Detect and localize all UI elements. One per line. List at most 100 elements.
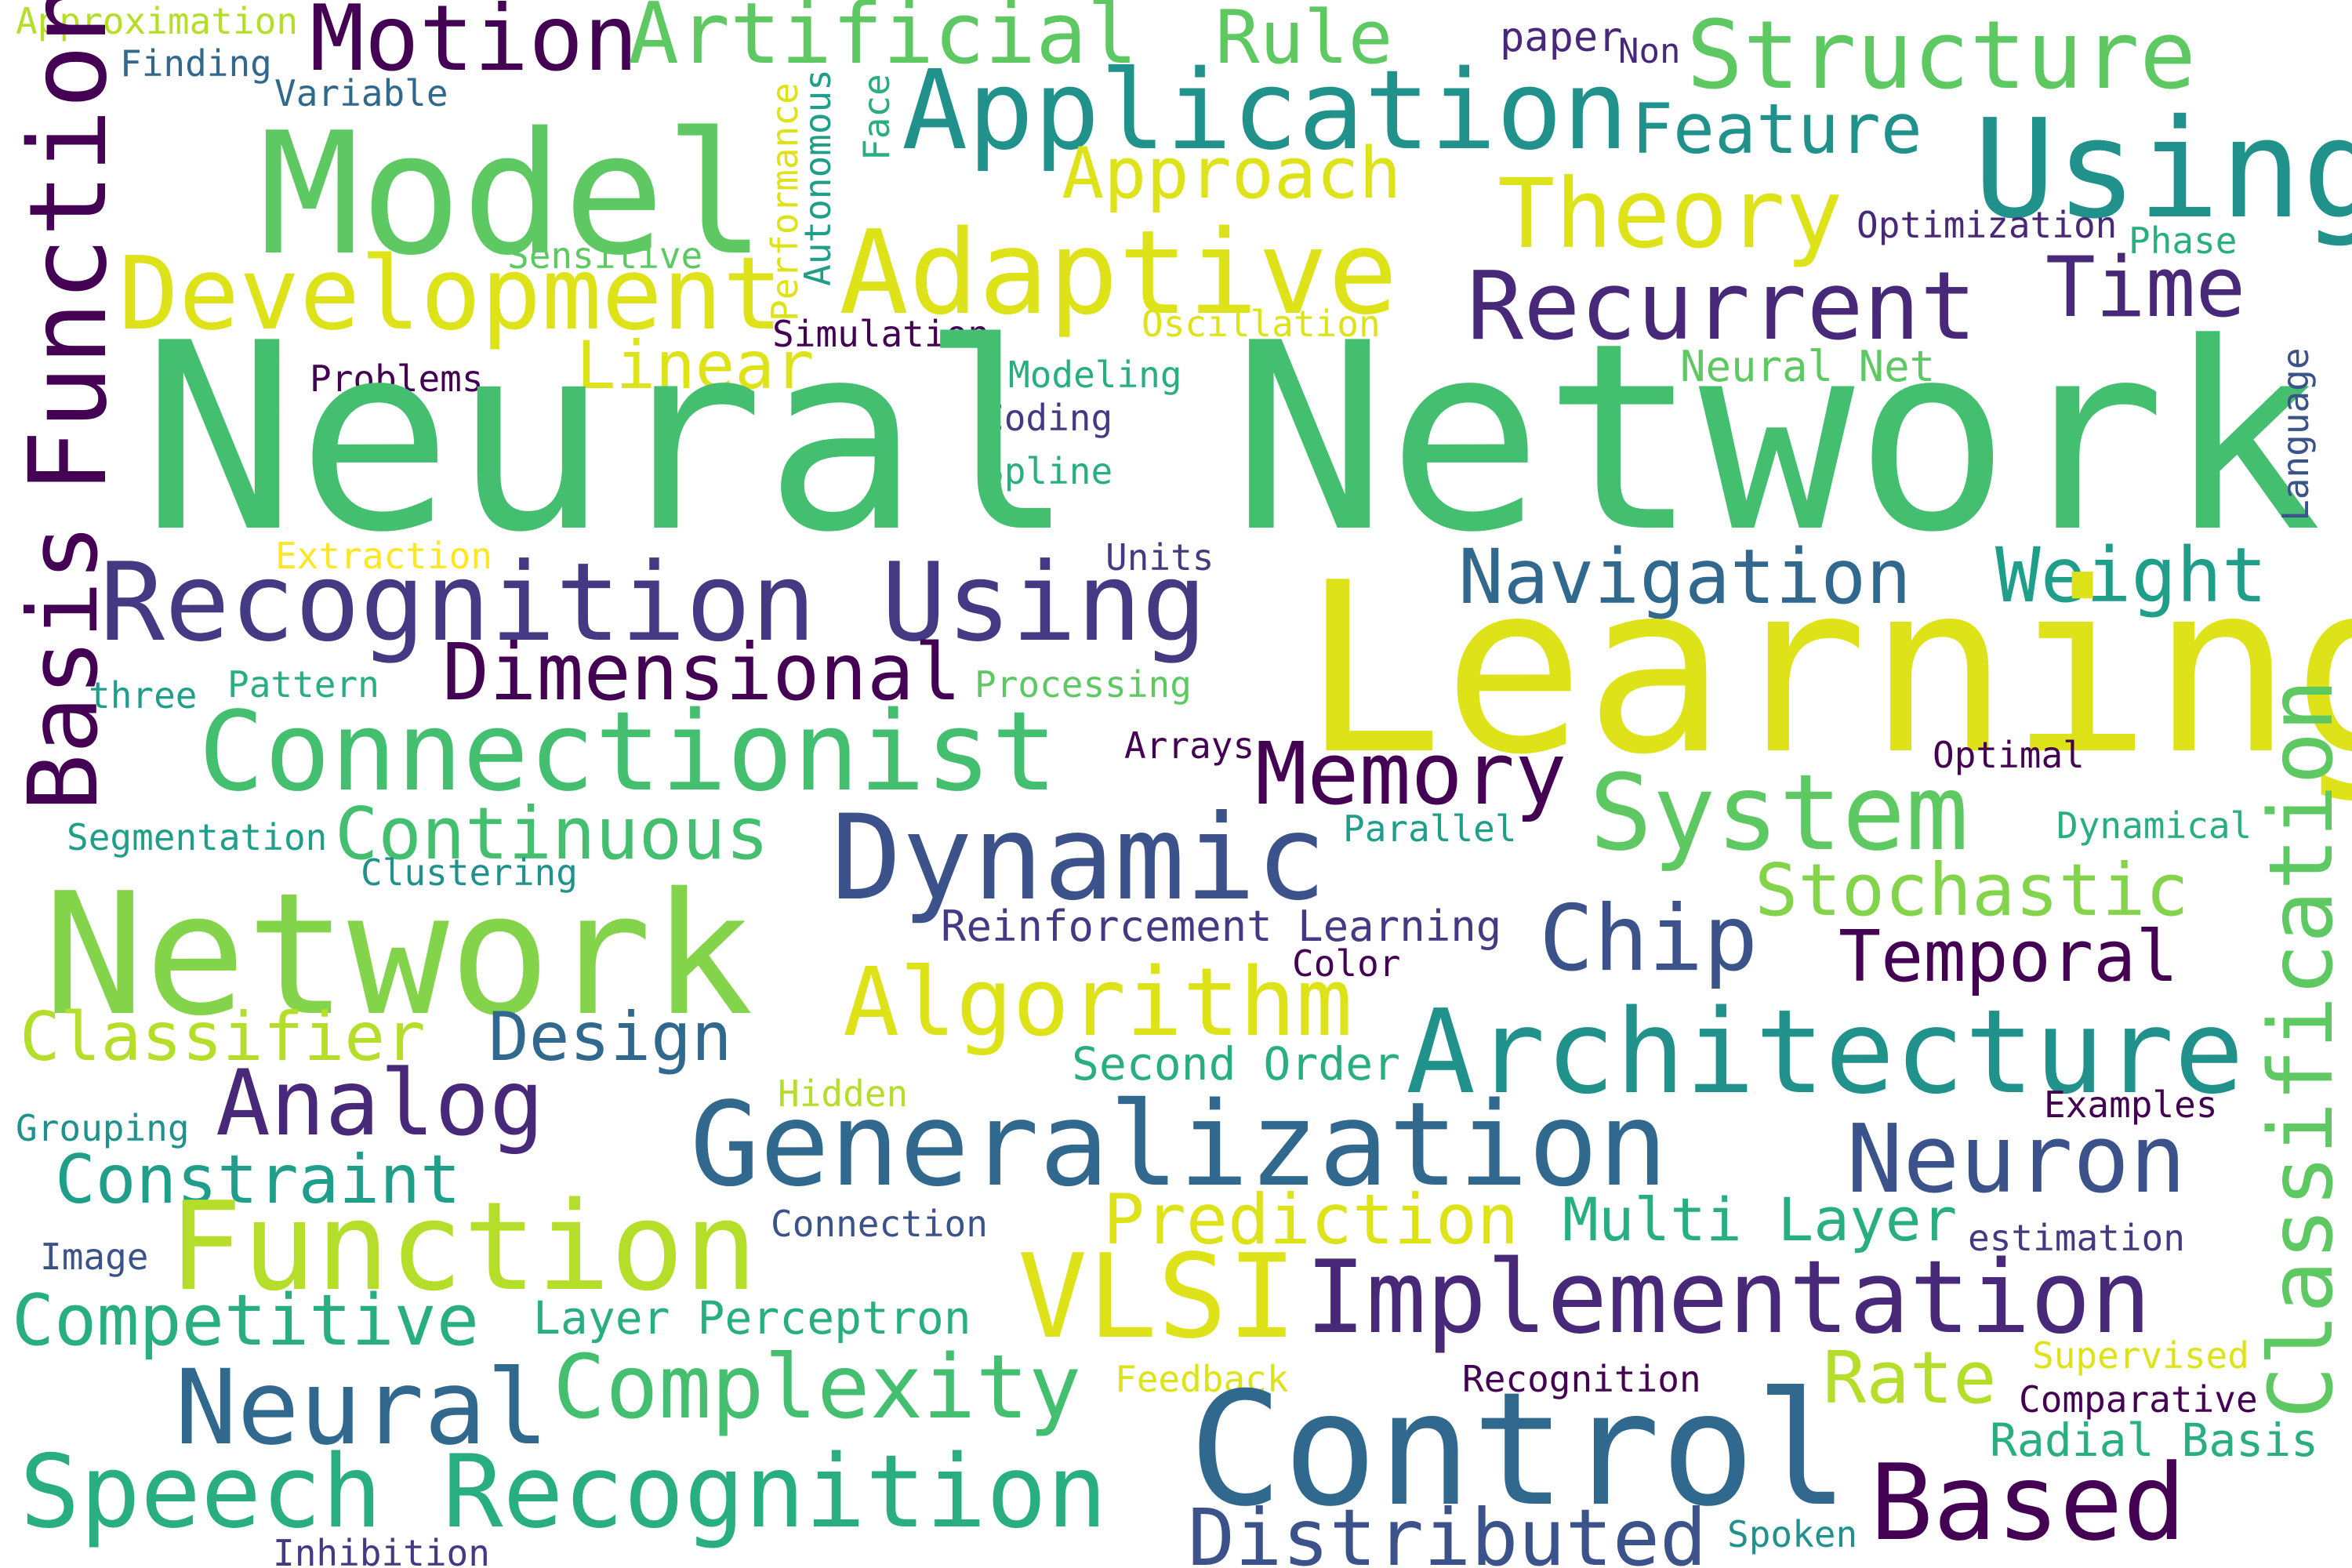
word: Language [2274, 347, 2317, 521]
word: Speech Recognition [20, 1434, 1108, 1551]
word: Coding [982, 397, 1113, 439]
word: Second Order [1072, 1037, 1401, 1091]
word: Dynamical [2056, 804, 2252, 847]
word: Dynamic [831, 790, 1327, 927]
word: Development [118, 236, 783, 353]
word: Complexity [553, 1337, 1082, 1439]
word: Processing [975, 663, 1192, 706]
word: Radial Basis [1990, 1414, 2319, 1467]
word: Theory [1497, 158, 1843, 270]
word: Clustering [361, 851, 578, 894]
word: Application [902, 47, 1629, 175]
word: Neural Network [141, 288, 2322, 589]
word: Adaptive [839, 205, 1398, 340]
word: Competitive [12, 1279, 480, 1362]
word: Neural Net [1680, 342, 1936, 391]
word: Based [1870, 1442, 2187, 1564]
word: Dimensional [442, 626, 962, 718]
word: Autonomous [797, 69, 839, 286]
word: Algorithm [843, 949, 1353, 1058]
word: Stochastic [1755, 848, 2189, 932]
word: Modeling [1008, 354, 1182, 396]
word: Motion [310, 0, 639, 92]
word: Function [169, 1175, 758, 1318]
word: Recurrent [1467, 252, 1977, 361]
word: Model [259, 96, 767, 292]
word: Approximation [16, 0, 299, 42]
word: Hidden [778, 1073, 909, 1115]
word: Generalization [690, 1077, 1668, 1212]
word: Linear [576, 327, 815, 404]
word: Memory [1255, 724, 1567, 824]
word: Spline [982, 450, 1113, 492]
word: Structure [1686, 2, 2197, 111]
word: Feature [1632, 89, 1922, 169]
word: Multi Layer [1563, 1185, 1958, 1254]
word: Control [1189, 1359, 1849, 1541]
word: Inhibition [273, 1532, 490, 1568]
word: Layer Perceptron [533, 1291, 971, 1345]
word: Rule [1215, 0, 1393, 81]
word: Rate [1823, 1336, 1997, 1420]
word: Non [1618, 31, 1681, 71]
word: Classifier [20, 998, 426, 1076]
word: Constraint [55, 1141, 461, 1219]
word: Network [43, 856, 754, 1053]
word: Recognition Using [100, 539, 1207, 666]
word: Navigation [1458, 533, 1911, 621]
word: Finding [120, 42, 272, 85]
word: estimation [1968, 1217, 2185, 1259]
word: Time [2045, 239, 2246, 336]
word: Problems [310, 358, 484, 400]
word: Parallel [1343, 808, 1517, 850]
word: Implementation [1305, 1240, 2151, 1356]
word: Connection [771, 1203, 988, 1245]
word: Feedback [1115, 1358, 1289, 1400]
word: Grouping [16, 1107, 190, 1149]
word: Recognition [1462, 1358, 1701, 1400]
word: Sensitive [507, 234, 703, 277]
word: Oscillation [1142, 303, 1381, 345]
word: Basis [8, 523, 119, 811]
word: Architecture [1406, 985, 2245, 1120]
word: Distributed [1188, 1492, 1708, 1568]
word: Design [488, 998, 732, 1076]
word: paper [1500, 14, 1623, 61]
word: Image [40, 1236, 149, 1278]
word: Optimization [1857, 204, 2118, 246]
word: Analog [216, 1051, 545, 1156]
word: Chip [1539, 886, 1759, 992]
word: Face [855, 74, 898, 161]
word: three [89, 674, 198, 717]
word: Comparative [2019, 1378, 2258, 1421]
word: Units [1105, 536, 1214, 579]
word: Variable [274, 72, 448, 114]
word: Pattern [227, 663, 379, 706]
word: Arrays [1124, 724, 1255, 767]
word: System [1589, 752, 1969, 874]
word: Continuous [335, 792, 769, 876]
word: Artificial [628, 0, 1138, 83]
word: Neural [175, 1348, 549, 1468]
word: Segmentation [67, 816, 328, 858]
word: Spoken [1727, 1513, 1858, 1555]
word: Connectionist [198, 688, 1058, 816]
word: Temporal [1838, 916, 2179, 998]
word: VLSI [1018, 1229, 1298, 1364]
word: Classification [2251, 678, 2352, 1419]
word: Supervised [2032, 1334, 2249, 1377]
word: Reinforcement Learning [941, 902, 1502, 951]
word: Approach [1062, 132, 1402, 215]
word: Color [1292, 942, 1401, 985]
word: Neuron [1846, 1105, 2187, 1214]
word: Function [7, 0, 131, 494]
word: Weight [1995, 532, 2267, 619]
word: Phase [2129, 220, 2238, 262]
word: Simulation [772, 313, 989, 355]
word: Optimal [1933, 734, 2085, 776]
word: Learning [1301, 532, 2352, 806]
word: Prediction [1103, 1179, 1519, 1260]
word: Examples [2044, 1083, 2218, 1126]
word: Using [1973, 90, 2352, 249]
